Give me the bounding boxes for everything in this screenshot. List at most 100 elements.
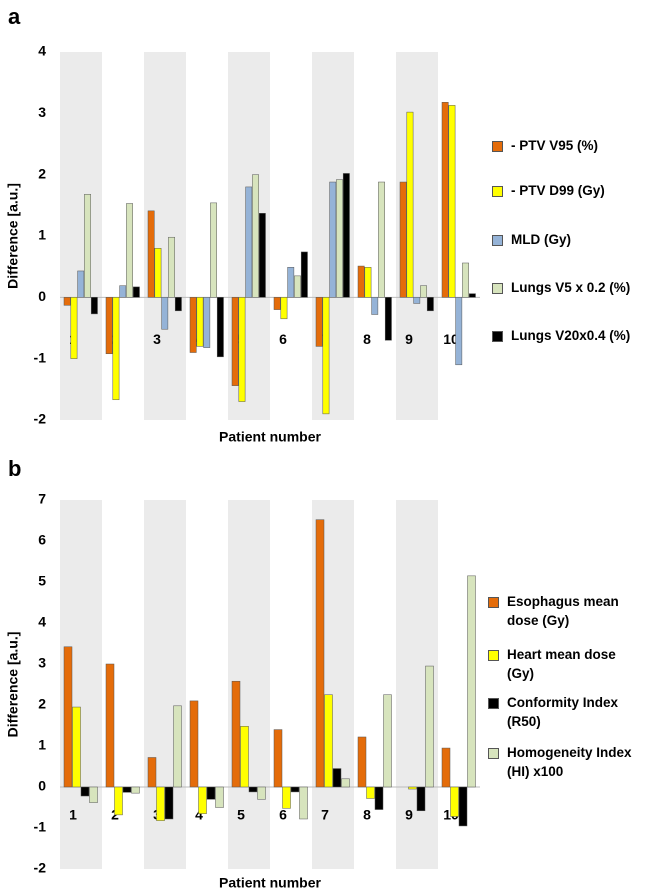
bar	[189, 297, 197, 353]
bar	[371, 297, 379, 315]
bar	[156, 786, 165, 821]
bar	[426, 297, 434, 312]
bar	[467, 575, 476, 788]
bar	[441, 102, 449, 298]
bar	[366, 786, 375, 799]
legend-label: - PTV D99 (Gy)	[511, 183, 605, 198]
bar	[210, 202, 217, 298]
bar	[413, 297, 421, 304]
bar	[458, 786, 468, 827]
x-tick-label: 10	[443, 331, 459, 347]
bar	[147, 210, 155, 298]
bar	[84, 194, 91, 298]
legend-swatch	[488, 698, 499, 709]
y-tick-label: 4	[38, 43, 46, 59]
bar	[132, 286, 140, 298]
bar	[357, 265, 365, 298]
bar	[248, 786, 258, 793]
legend-swatch	[492, 141, 503, 152]
bar	[63, 646, 73, 788]
bar	[105, 297, 113, 355]
bar	[357, 736, 367, 788]
bar	[154, 248, 162, 298]
x-tick-label: 6	[279, 331, 287, 347]
bar	[122, 786, 132, 793]
legend-entry: Heart mean dose (Gy)	[488, 645, 643, 683]
bar	[173, 705, 182, 788]
legend-swatch	[488, 650, 499, 661]
y-tick-label: 5	[38, 573, 46, 589]
bar	[273, 297, 281, 310]
bar	[70, 297, 78, 359]
x-tick-label: 4	[195, 807, 203, 823]
bar	[238, 297, 246, 402]
bar	[322, 297, 330, 415]
bar	[63, 297, 71, 306]
bar	[105, 663, 115, 788]
panel-label: a	[8, 4, 21, 29]
bar	[450, 786, 459, 817]
legend-entry: - PTV V95 (%)	[492, 136, 642, 155]
legend-swatch	[492, 235, 503, 246]
bar	[174, 297, 182, 312]
bar	[384, 297, 392, 341]
bar	[300, 251, 308, 298]
bar	[119, 285, 127, 298]
legend-label: Conformity Index (R50)	[507, 695, 619, 729]
bar	[196, 297, 204, 347]
bar	[378, 181, 385, 298]
y-tick-label: 0	[38, 288, 46, 304]
bar	[315, 297, 323, 347]
bar	[468, 293, 476, 298]
bar	[336, 179, 343, 298]
bar	[80, 786, 90, 797]
bar	[420, 285, 427, 298]
bar	[341, 778, 350, 788]
bar	[161, 297, 169, 330]
bar	[203, 297, 211, 348]
y-tick-label: 3	[38, 104, 46, 120]
band	[60, 52, 102, 420]
bar	[231, 297, 239, 386]
bar	[126, 203, 133, 298]
y-tick-label: -2	[34, 411, 47, 427]
bar	[462, 262, 469, 298]
bar	[416, 786, 426, 812]
x-tick-label: 8	[363, 807, 371, 823]
bar	[441, 747, 451, 788]
bar	[448, 105, 456, 298]
bar	[114, 786, 123, 816]
y-tick-label: 1	[38, 227, 46, 243]
bar	[258, 213, 266, 298]
bar	[332, 768, 342, 788]
bar	[329, 181, 337, 298]
y-tick-label: -2	[34, 860, 47, 876]
panel-label: b	[8, 456, 21, 481]
legend-entry: Homogeneity Index (HI) x100	[488, 743, 643, 781]
bar	[399, 181, 407, 298]
bar	[282, 786, 291, 809]
x-tick-label: 5	[237, 807, 245, 823]
legend-label: Lungs V5 x 0.2 (%)	[511, 280, 631, 295]
y-tick-label: 7	[38, 491, 46, 507]
legend-swatch	[488, 597, 499, 608]
legend-swatch	[492, 283, 503, 294]
legend-entry: Conformity Index (R50)	[488, 693, 643, 731]
bar	[72, 706, 81, 788]
legend-label: Esophagus mean dose (Gy)	[507, 594, 619, 628]
bar	[164, 786, 174, 820]
bar	[215, 786, 224, 808]
bar	[112, 297, 120, 401]
bar	[240, 726, 249, 788]
legend-entry: Lungs V5 x 0.2 (%)	[492, 278, 642, 297]
y-tick-label: 2	[38, 165, 46, 181]
y-axis-title: Difference [a.u.]	[5, 632, 21, 738]
bar	[374, 786, 384, 810]
x-tick-label: 7	[321, 807, 329, 823]
x-axis-title: Patient number	[219, 875, 321, 891]
bar	[455, 297, 463, 366]
y-tick-label: -1	[34, 819, 47, 835]
legend-label: MLD (Gy)	[511, 232, 571, 247]
bar	[131, 786, 140, 794]
x-tick-label: 9	[405, 331, 413, 347]
